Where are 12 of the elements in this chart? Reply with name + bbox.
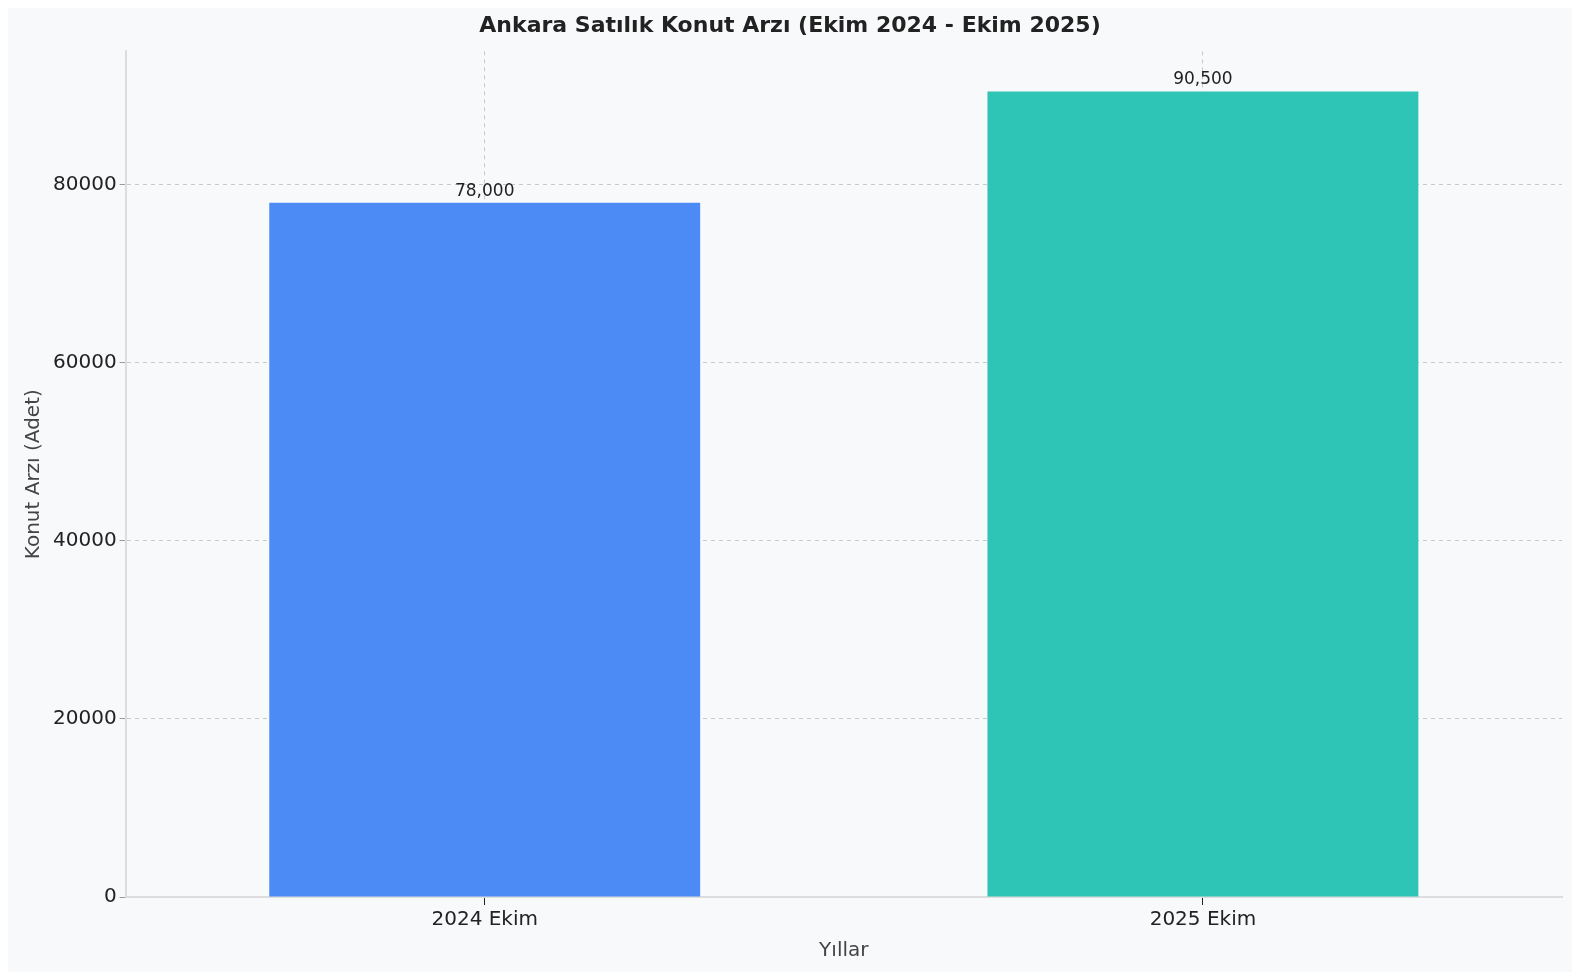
y-tick-label: 60000: [53, 349, 117, 374]
y-tick-label: 40000: [53, 527, 117, 552]
x-tick-label: 2025 Ekim: [1149, 906, 1257, 931]
x-axis-title: Yıllar: [818, 937, 870, 962]
y-tick-label: 80000: [53, 171, 117, 196]
y-axis-title: Konut Arzı (Adet): [20, 389, 45, 560]
data-label: 78,000: [454, 179, 515, 200]
y-tick-label: 20000: [53, 705, 117, 730]
y-tick-label: 0: [103, 883, 117, 908]
chart-title: Ankara Satılık Konut Arzı (Ekim 2024 - Ekim 2025): [479, 11, 1101, 37]
data-label: 90,500: [1173, 68, 1233, 89]
x-tick-label: 2024 Ekim: [431, 906, 538, 931]
